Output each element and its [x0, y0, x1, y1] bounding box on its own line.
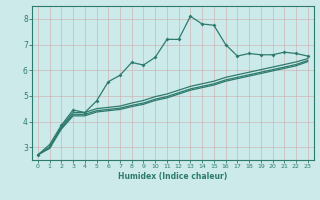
X-axis label: Humidex (Indice chaleur): Humidex (Indice chaleur): [118, 172, 228, 181]
